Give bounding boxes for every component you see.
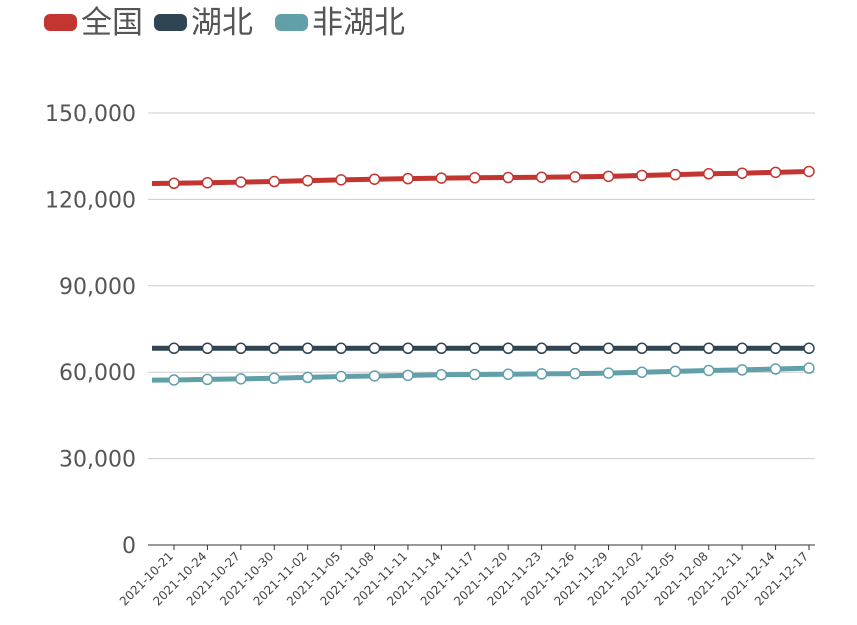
data-point[interactable]	[636, 342, 648, 355]
data-point[interactable]	[535, 342, 548, 355]
legend-item-0[interactable]: 全国	[44, 5, 143, 41]
data-point[interactable]	[569, 171, 581, 183]
data-point[interactable]	[736, 342, 748, 355]
data-point[interactable]	[502, 342, 514, 355]
data-point[interactable]	[702, 342, 715, 355]
data-point[interactable]	[669, 365, 682, 378]
y-axis-tick-labels: 0 30,000 60,000 90,000 120,000 150,000	[45, 102, 136, 559]
series-2	[151, 362, 815, 386]
data-point[interactable]	[669, 342, 682, 355]
y-tick-label: 0	[122, 534, 136, 559]
data-point[interactable]	[168, 374, 180, 386]
data-point[interactable]	[803, 362, 815, 374]
data-point[interactable]	[201, 342, 214, 355]
data-point[interactable]	[803, 342, 815, 355]
legend-label: 湖北	[191, 5, 253, 41]
data-point[interactable]	[736, 364, 748, 376]
data-point[interactable]	[268, 342, 281, 355]
data-point[interactable]	[602, 170, 615, 183]
data-point[interactable]	[602, 342, 615, 355]
data-point[interactable]	[368, 370, 381, 382]
data-point[interactable]	[569, 342, 581, 355]
data-point[interactable]	[201, 373, 214, 386]
data-point[interactable]	[769, 166, 782, 179]
data-point[interactable]	[368, 342, 381, 355]
data-point[interactable]	[469, 342, 481, 355]
data-point[interactable]	[769, 342, 782, 355]
y-tick-label: 150,000	[45, 102, 136, 127]
data-point[interactable]	[201, 176, 214, 189]
y-tick-label: 30,000	[59, 448, 136, 473]
data-point[interactable]	[435, 172, 448, 184]
legend-label: 全国	[81, 5, 143, 41]
data-point[interactable]	[301, 371, 314, 384]
data-point[interactable]	[569, 367, 581, 380]
data-point[interactable]	[469, 368, 481, 381]
data-point[interactable]	[402, 172, 414, 185]
data-point[interactable]	[268, 175, 281, 188]
series-0	[151, 165, 815, 190]
legend-swatch	[275, 14, 308, 31]
data-point[interactable]	[535, 171, 548, 183]
data-point[interactable]	[535, 368, 548, 380]
data-point[interactable]	[335, 342, 347, 355]
y-tick-label: 90,000	[59, 275, 136, 300]
data-point[interactable]	[368, 173, 381, 185]
data-point[interactable]	[301, 174, 314, 187]
y-tick-label: 60,000	[59, 361, 136, 386]
x-axis: 2021-10-212021-10-242021-10-272021-10-30…	[117, 544, 815, 608]
series-lines	[151, 165, 815, 386]
legend-swatch	[44, 14, 77, 31]
legend-swatch	[154, 14, 187, 31]
data-point[interactable]	[769, 363, 782, 375]
data-point[interactable]	[602, 367, 615, 379]
data-point[interactable]	[502, 171, 514, 184]
data-point[interactable]	[235, 373, 247, 385]
data-point[interactable]	[335, 370, 347, 383]
data-point[interactable]	[268, 372, 281, 384]
data-point[interactable]	[435, 369, 448, 381]
data-point[interactable]	[736, 167, 748, 179]
data-point[interactable]	[636, 169, 648, 182]
data-point[interactable]	[235, 176, 247, 188]
data-point[interactable]	[168, 342, 180, 355]
legend-item-1[interactable]: 湖北	[154, 5, 253, 41]
data-point[interactable]	[469, 172, 481, 184]
data-point[interactable]	[636, 366, 648, 378]
data-point[interactable]	[669, 168, 682, 181]
grid-lines	[148, 112, 815, 460]
data-point[interactable]	[301, 342, 314, 355]
data-point[interactable]	[702, 364, 715, 377]
data-point[interactable]	[402, 342, 414, 355]
data-point[interactable]	[502, 368, 514, 380]
legend-label: 非湖北	[312, 5, 405, 41]
series-1	[152, 342, 815, 355]
data-point[interactable]	[402, 369, 414, 382]
data-point[interactable]	[168, 177, 180, 190]
legend-item-2[interactable]: 非湖北	[275, 5, 405, 41]
data-point[interactable]	[435, 342, 448, 355]
data-point[interactable]	[702, 168, 715, 180]
data-point[interactable]	[235, 342, 247, 355]
data-point[interactable]	[803, 165, 815, 178]
data-point[interactable]	[335, 174, 347, 186]
y-tick-label: 120,000	[45, 188, 136, 213]
legend[interactable]: 全国 湖北 非湖北	[44, 5, 405, 41]
